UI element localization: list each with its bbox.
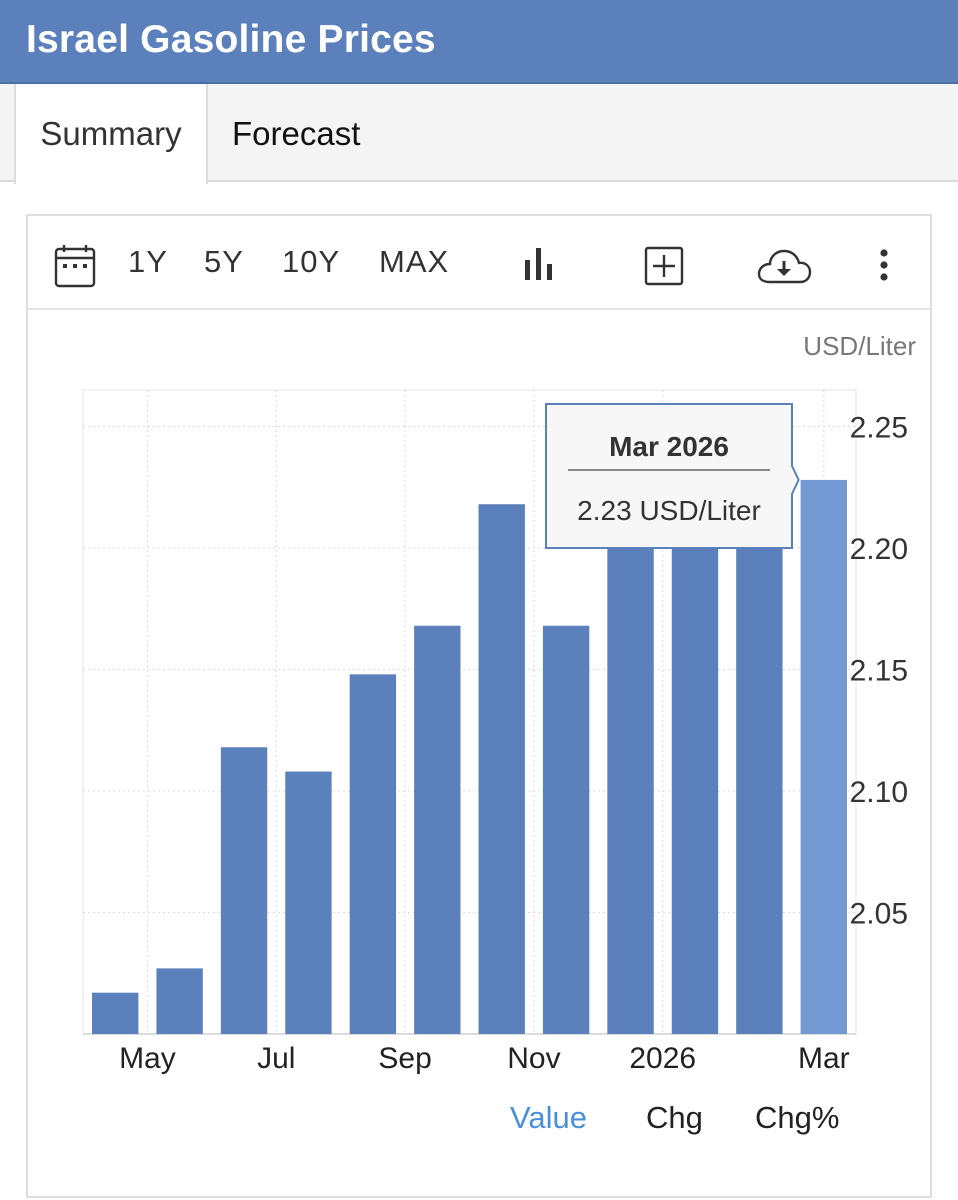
x-tick-label: May [119,1042,176,1075]
x-tick-label: 2026 [629,1042,696,1075]
y-axis: 2.05 2.10 2.15 2.20 2.25 [850,411,908,930]
bar-sep-2025[interactable] [414,625,461,1034]
range-10y-button[interactable]: 10Y [282,244,341,279]
chg-pct-link[interactable]: Chg% [755,1100,840,1135]
tab-bar: Summary Forecast [0,84,958,184]
bar-mar-2026[interactable] [800,479,847,1034]
x-tick-label: Jul [257,1042,295,1075]
cloud-download-icon[interactable] [756,248,812,286]
calendar-icon[interactable] [54,244,96,288]
tooltip-value: 2.23 USD/Liter [577,495,761,526]
y-tick-label: 2.25 [850,411,908,444]
bar-dec-2025[interactable] [607,479,654,1034]
range-max-button[interactable]: MAX [379,244,450,279]
tab-forecast[interactable]: Forecast [232,115,361,152]
page-title: Israel Gasoline Prices [26,18,436,61]
chg-link[interactable]: Chg [646,1100,703,1135]
bar-jan-2026[interactable] [671,479,719,1034]
y-tick-label: 2.15 [850,654,908,687]
y-tick-label: 2.05 [850,897,908,930]
bar-chart-icon[interactable] [522,246,556,282]
value-link[interactable]: Value [510,1100,587,1135]
bar-may-2025[interactable] [156,968,203,1034]
tooltip-title: Mar 2026 [609,431,729,462]
range-1y-button[interactable]: 1Y [128,244,168,279]
bar-nov-2025[interactable] [542,625,590,1034]
x-axis: May Jul Sep Nov 2026 Mar [119,1042,850,1075]
range-5y-button[interactable]: 5Y [204,244,244,279]
tooltip-box [545,403,800,549]
add-box-icon[interactable] [644,246,684,286]
bar-apr-2025[interactable] [92,992,139,1034]
bar-feb-2026[interactable] [736,479,783,1034]
tooltip: Mar 2026 2.23 USD/Liter [545,403,800,549]
bar-oct-2025[interactable] [478,504,525,1034]
bar-chart: USD/Liter 2.05 2.10 2.15 2.20 2.25 May Jul Sep… [82,331,916,1075]
more-vertical-icon[interactable] [878,248,890,282]
bar-aug-2025[interactable] [349,674,397,1034]
bar-jun-2025[interactable] [220,747,268,1034]
unit-label: USD/Liter [803,331,916,361]
page-header: Israel Gasoline Prices [0,0,958,84]
x-tick-label: Sep [378,1042,431,1075]
y-tick-label: 2.20 [850,533,908,566]
chart-toolbar: 1Y 5Y 10Y MAX [28,216,930,310]
tab-summary[interactable]: Summary [14,84,208,184]
x-tick-label: Mar [798,1042,850,1075]
y-tick-label: 2.10 [850,776,908,809]
chart-card: 1Y 5Y 10Y MAX USD/Liter 2.05 2.10 2.15 2.2 [26,214,932,1198]
x-tick-label: Nov [507,1042,560,1075]
bar-jul-2025[interactable] [285,771,332,1034]
bars [92,479,847,1034]
